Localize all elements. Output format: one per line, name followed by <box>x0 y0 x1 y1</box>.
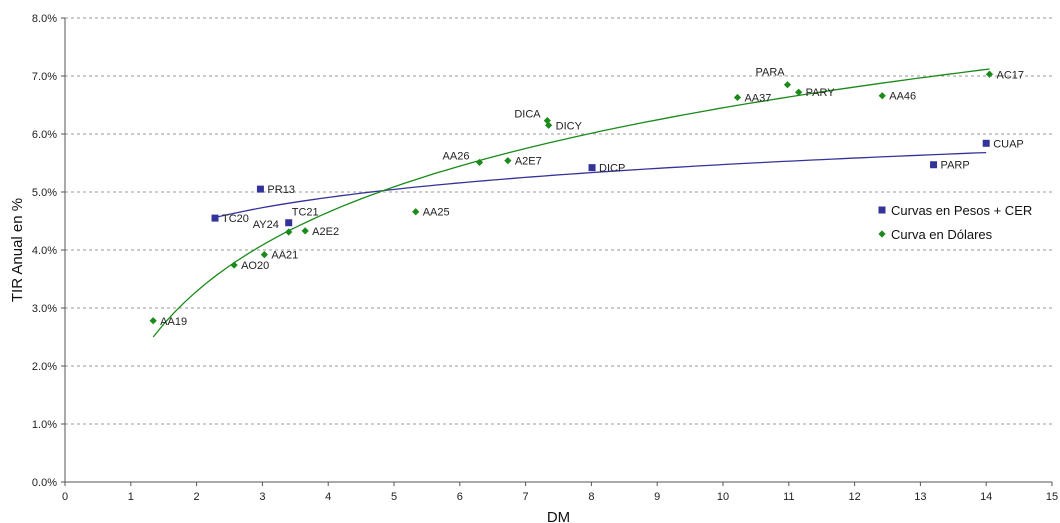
point-label: DICA <box>514 109 541 121</box>
y-tick-label: 3.0% <box>32 303 57 315</box>
point-label: AA21 <box>271 250 298 262</box>
point-label: A2E2 <box>312 226 339 238</box>
data-point-diamond <box>285 228 293 236</box>
data-point-square <box>930 161 938 169</box>
x-tick-label: 7 <box>523 491 529 503</box>
x-tick-label: 1 <box>128 491 134 503</box>
y-tick-label: 4.0% <box>32 245 57 257</box>
x-tick-label: 5 <box>391 491 397 503</box>
point-label: DICP <box>599 163 625 175</box>
point-label: A2E7 <box>515 156 542 168</box>
data-point-diamond <box>783 81 792 89</box>
x-tick-label: 4 <box>325 491 331 503</box>
data-point-diamond <box>878 92 886 100</box>
legend: Curvas en Pesos + CER Curva en Dólares <box>878 203 1032 242</box>
data-point-diamond <box>149 317 157 325</box>
data-point-diamond <box>301 227 309 235</box>
data-point-square <box>256 185 264 193</box>
y-tick-label: 7.0% <box>32 71 57 83</box>
data-points <box>149 70 994 325</box>
point-label: AA19 <box>160 316 187 328</box>
y-axis-title: TIR Anual en % <box>9 198 26 302</box>
data-point-diamond <box>504 157 512 165</box>
y-tick-label: 2.0% <box>32 361 57 373</box>
data-point-diamond <box>230 261 238 269</box>
legend-label: Curvas en Pesos + CER <box>891 203 1032 218</box>
data-point-diamond <box>412 208 420 216</box>
x-axis-title: DM <box>547 509 570 523</box>
x-tick-label: 2 <box>194 491 200 503</box>
point-label: PARP <box>941 160 970 172</box>
axes: 0.0%1.0%2.0%3.0%4.0%5.0%6.0%7.0%8.0%0 1 2 3… <box>32 13 1058 503</box>
point-label: AY24 <box>253 219 279 231</box>
point-label: PARA <box>755 67 785 79</box>
point-label: AC17 <box>996 69 1024 81</box>
grid-lines <box>65 17 1052 425</box>
x-tick-label: 14 <box>980 491 992 503</box>
y-tick-label: 8.0% <box>32 13 57 25</box>
data-point-square <box>211 214 219 222</box>
point-label: AA25 <box>423 207 450 219</box>
x-tick-label: 9 <box>654 491 660 503</box>
data-point-diamond <box>545 121 553 129</box>
x-tick-label: 13 <box>914 491 926 503</box>
data-point-diamond <box>795 88 803 96</box>
y-tick-label: 6.0% <box>32 129 57 141</box>
y-tick-label: 5.0% <box>32 187 57 199</box>
y-tick-label: 0.0% <box>32 477 57 489</box>
y-tick-label: 1.0% <box>32 419 57 431</box>
trend-line-2 <box>152 68 990 338</box>
trend-lines <box>152 68 990 338</box>
point-label: AA37 <box>744 92 771 104</box>
point-label: AO20 <box>241 260 269 272</box>
x-tick-label: 15 <box>1046 491 1058 503</box>
legend-marker-square <box>878 206 886 214</box>
data-point-diamond <box>985 70 994 78</box>
x-tick-label: 10 <box>717 491 729 503</box>
trend-line-1 <box>214 151 987 219</box>
data-point-square <box>982 139 990 147</box>
point-label: TC21 <box>292 207 319 219</box>
data-point-square <box>285 219 293 227</box>
legend-marker-diamond <box>878 230 886 238</box>
data-point-diamond <box>733 93 742 102</box>
point-label: CUAP <box>993 138 1024 150</box>
x-tick-label: 12 <box>848 491 860 503</box>
point-label: TC20 <box>222 213 249 225</box>
point-label: DICY <box>556 120 583 132</box>
point-label: AA46 <box>889 91 916 103</box>
x-tick-label: 0 <box>62 491 68 503</box>
x-tick-label: 11 <box>783 491 794 503</box>
point-label: AA26 <box>443 150 470 162</box>
x-tick-label: 6 <box>457 491 463 503</box>
data-point-square <box>588 164 596 172</box>
point-label: PARY <box>806 87 836 99</box>
point-label: PR13 <box>267 184 295 196</box>
data-point-diamond <box>260 251 268 259</box>
data-point-diamond <box>475 158 484 167</box>
x-tick-label: 3 <box>259 491 265 503</box>
x-tick-label: 8 <box>588 491 594 503</box>
legend-label: Curva en Dólares <box>891 227 993 242</box>
